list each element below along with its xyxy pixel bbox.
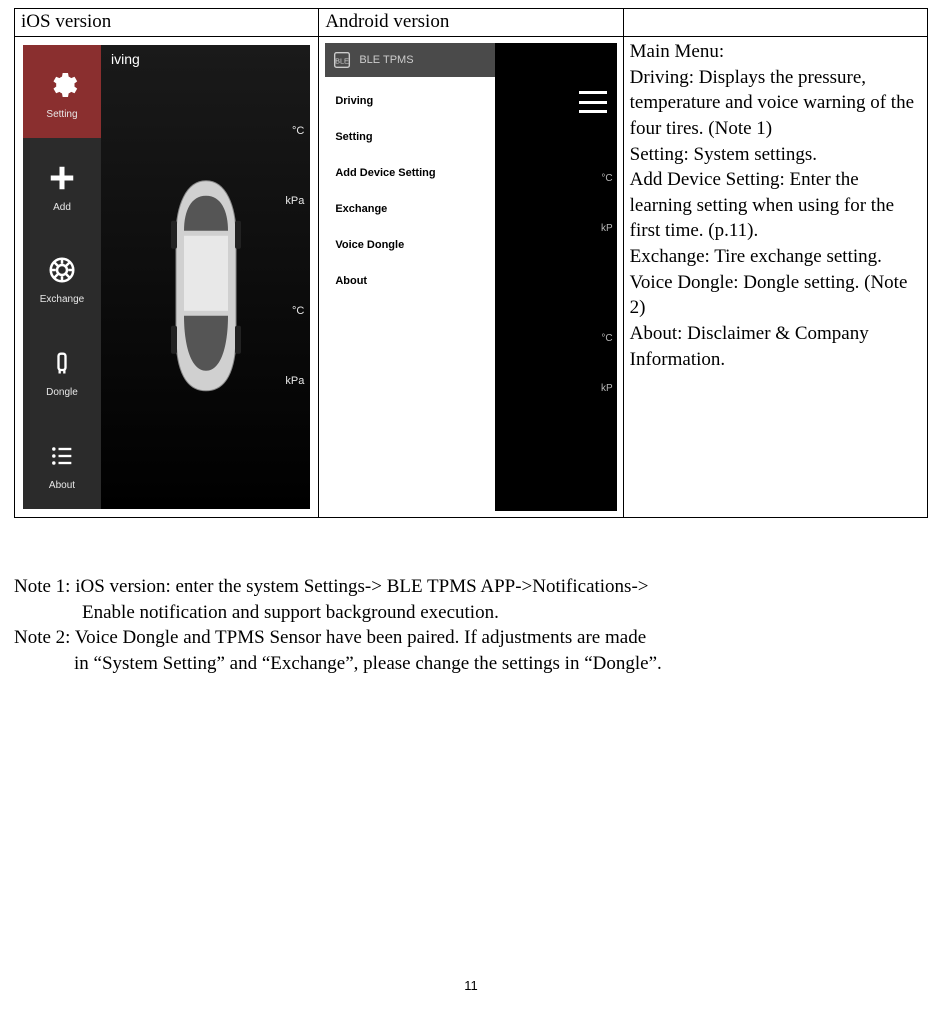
svg-text:BLE: BLE [335, 57, 349, 66]
sidebar-item-add[interactable]: Add [23, 138, 101, 231]
android-header: BLE BLE TPMS [325, 43, 495, 77]
description-cell: Main Menu: Driving: Displays the pressur… [623, 37, 927, 518]
menu-item-voice-dongle[interactable]: Voice Dongle [325, 227, 495, 263]
car-image [166, 176, 246, 396]
page-number: 11 [0, 978, 942, 993]
gear-icon [40, 63, 84, 107]
list-icon [40, 434, 84, 478]
desc-driving: Driving: Displays the pressure, temperat… [630, 65, 921, 142]
header-android: Android version [319, 9, 623, 37]
android-menu: Driving Setting Add Device Setting Excha… [325, 77, 495, 305]
reading-temp-1: °C [292, 125, 304, 137]
header-desc [623, 9, 927, 37]
ios-screenshot: Setting Add Exchange [23, 45, 310, 509]
android-main-area: °C kP °C kP [495, 43, 616, 511]
sidebar-item-about[interactable]: About [23, 416, 101, 509]
desc-about: About: Disclaimer & Company Information. [630, 321, 921, 372]
notes-section: Note 1: iOS version: enter the system Se… [14, 574, 928, 677]
android-header-title: BLE TPMS [359, 54, 413, 66]
reading-press-1: kPa [285, 195, 304, 207]
menu-item-add-device[interactable]: Add Device Setting [325, 155, 495, 191]
page-content: iOS version Android version Setting [0, 0, 942, 677]
sidebar-item-label: Exchange [40, 294, 84, 305]
android-cell: BLE BLE TPMS Driving Setting Add Device … [319, 37, 623, 518]
android-reading-4: kP [601, 383, 613, 394]
table-header-row: iOS version Android version [15, 9, 928, 37]
desc-add-device: Add Device Setting: Enter the learning s… [630, 167, 921, 244]
menu-item-setting[interactable]: Setting [325, 119, 495, 155]
desc-voice-dongle: Voice Dongle: Dongle setting. (Note 2) [630, 270, 921, 321]
desc-exchange: Exchange: Tire exchange setting. [630, 244, 921, 270]
comparison-table: iOS version Android version Setting [14, 8, 928, 518]
menu-item-exchange[interactable]: Exchange [325, 191, 495, 227]
hamburger-icon[interactable] [579, 91, 607, 113]
header-ios: iOS version [15, 9, 319, 37]
android-drawer: BLE BLE TPMS Driving Setting Add Device … [325, 43, 495, 511]
note-2-line-1: Note 2: Voice Dongle and TPMS Sensor hav… [14, 625, 928, 651]
sidebar-item-label: Add [53, 202, 71, 213]
sidebar-item-exchange[interactable]: Exchange [23, 231, 101, 324]
sidebar-item-label: Dongle [46, 387, 78, 398]
note-1-line-1: Note 1: iOS version: enter the system Se… [14, 574, 928, 600]
tire-icon [40, 248, 84, 292]
sidebar-item-dongle[interactable]: Dongle [23, 323, 101, 416]
ios-main-area: iving [101, 45, 310, 509]
menu-item-about[interactable]: About [325, 263, 495, 299]
ios-driving-title: iving [111, 51, 140, 67]
plus-icon [40, 156, 84, 200]
reading-temp-2: °C [292, 305, 304, 317]
desc-title: Main Menu: [630, 39, 921, 65]
android-reading-2: kP [601, 223, 613, 234]
android-screenshot: BLE BLE TPMS Driving Setting Add Device … [325, 43, 616, 511]
android-reading-3: °C [601, 333, 612, 344]
table-content-row: Setting Add Exchange [15, 37, 928, 518]
app-logo-icon: BLE [329, 47, 355, 73]
ios-cell: Setting Add Exchange [15, 37, 319, 518]
sidebar-item-label: Setting [46, 109, 77, 120]
sidebar-item-label: About [49, 480, 75, 491]
note-1-line-2: Enable notification and support backgrou… [14, 600, 928, 626]
menu-item-driving[interactable]: Driving [325, 83, 495, 119]
dongle-icon [40, 341, 84, 385]
android-reading-1: °C [601, 173, 612, 184]
sidebar-item-setting[interactable]: Setting [23, 45, 101, 138]
note-2-line-2: in “System Setting” and “Exchange”, plea… [14, 651, 928, 677]
reading-press-2: kPa [285, 375, 304, 387]
desc-setting: Setting: System settings. [630, 142, 921, 168]
ios-sidebar: Setting Add Exchange [23, 45, 101, 509]
